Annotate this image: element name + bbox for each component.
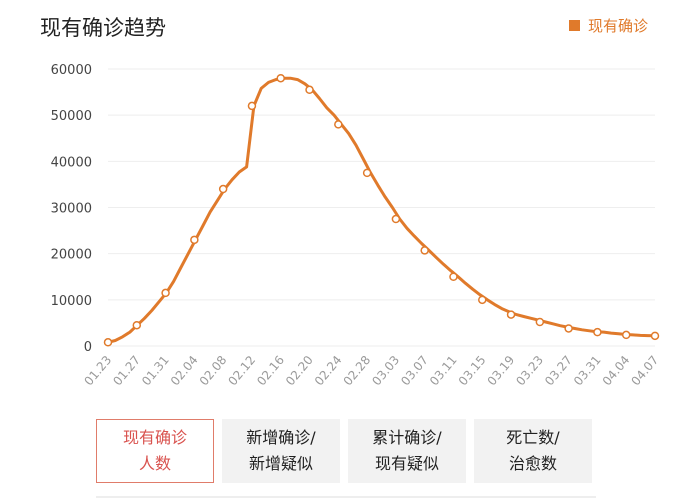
y-tick-label: 30000 bbox=[51, 202, 92, 217]
data-point bbox=[276, 73, 285, 83]
x-tick-label: 02.12 bbox=[225, 353, 258, 388]
y-tick-label: 0 bbox=[84, 340, 92, 355]
data-point bbox=[420, 246, 429, 255]
chart-title: 现有确诊趋势 bbox=[40, 16, 166, 40]
tab-new-confirmed-suspected[interactable]: 新增确诊/ 新增疑似 bbox=[222, 419, 340, 483]
legend-swatch bbox=[568, 20, 580, 31]
tab-label-line2: 治愈数 bbox=[508, 454, 557, 473]
x-tick-label: 03.15 bbox=[456, 353, 489, 388]
tab-label-line1: 新增确诊/ bbox=[246, 428, 316, 447]
data-point bbox=[564, 324, 573, 333]
y-tick-label: 20000 bbox=[51, 248, 92, 263]
tab-label-line1: 累计确诊/ bbox=[372, 428, 442, 447]
data-point bbox=[506, 310, 516, 319]
tab-bar: 现有确诊 人数 新增确诊/ 新增疑似 累计确诊/ 现有疑似 死亡数/ 治愈数 bbox=[96, 419, 592, 483]
tab-current-confirmed[interactable]: 现有确诊 人数 bbox=[96, 419, 214, 483]
tab-deaths-recovered[interactable]: 死亡数/ 治愈数 bbox=[474, 419, 592, 483]
x-tick-label: 01.27 bbox=[110, 353, 143, 388]
x-tick-label: 01.23 bbox=[81, 353, 114, 388]
x-tick-label: 01.31 bbox=[139, 353, 172, 388]
data-point bbox=[593, 327, 602, 337]
chart-plot: 0 10000 20000 30000 40000 50000 60000 01.2301.2… bbox=[51, 63, 662, 388]
data-point bbox=[650, 331, 660, 341]
y-tick-label: 40000 bbox=[51, 155, 92, 170]
tab-label-line2: 新增疑似 bbox=[248, 454, 313, 473]
data-point bbox=[334, 120, 343, 129]
data-point bbox=[478, 295, 487, 305]
x-tick-label: 02.28 bbox=[341, 353, 374, 388]
x-tick-label: 03.19 bbox=[485, 353, 518, 388]
x-tick-label: 03.03 bbox=[369, 353, 402, 388]
series-line bbox=[106, 76, 657, 344]
y-tick-label: 60000 bbox=[51, 63, 92, 78]
data-point bbox=[362, 168, 372, 178]
data-point bbox=[391, 214, 401, 224]
x-tick-label: 03.23 bbox=[513, 353, 546, 388]
x-tick-label: 04.07 bbox=[628, 353, 661, 388]
data-point bbox=[449, 272, 458, 281]
tab-label-line2: 人数 bbox=[138, 454, 171, 473]
data-point bbox=[621, 330, 631, 340]
tab-cumulative-confirmed-suspected[interactable]: 累计确诊/ 现有疑似 bbox=[348, 419, 466, 483]
data-point bbox=[247, 101, 257, 111]
data-point bbox=[190, 235, 199, 245]
x-tick-label: 02.04 bbox=[168, 353, 201, 388]
y-tick-label: 10000 bbox=[51, 294, 92, 309]
data-point bbox=[305, 85, 314, 95]
data-point bbox=[161, 288, 170, 298]
data-point bbox=[132, 320, 142, 330]
x-tick-label: 03.31 bbox=[571, 353, 604, 388]
tab-label-line2: 现有疑似 bbox=[374, 454, 439, 473]
x-tick-label: 03.27 bbox=[542, 353, 575, 388]
x-tick-label: 03.07 bbox=[398, 353, 431, 388]
legend-label: 现有确诊 bbox=[587, 17, 648, 35]
x-tick-label: 02.20 bbox=[283, 353, 316, 388]
bottom-divider bbox=[96, 496, 596, 498]
x-tick-label: 03.11 bbox=[427, 353, 460, 388]
tab-label-line1: 死亡数/ bbox=[506, 428, 560, 447]
legend[interactable]: 现有确诊 bbox=[568, 15, 648, 36]
y-tick-label: 50000 bbox=[51, 109, 92, 124]
tab-label-line1: 现有确诊 bbox=[122, 428, 187, 447]
data-point bbox=[535, 317, 545, 327]
x-tick-label: 02.24 bbox=[312, 353, 345, 388]
data-point bbox=[218, 184, 228, 194]
x-tick-label: 02.08 bbox=[197, 353, 230, 388]
x-tick-label: 02.16 bbox=[254, 353, 287, 388]
x-tick-label: 04.04 bbox=[600, 353, 633, 388]
data-point bbox=[103, 338, 113, 347]
